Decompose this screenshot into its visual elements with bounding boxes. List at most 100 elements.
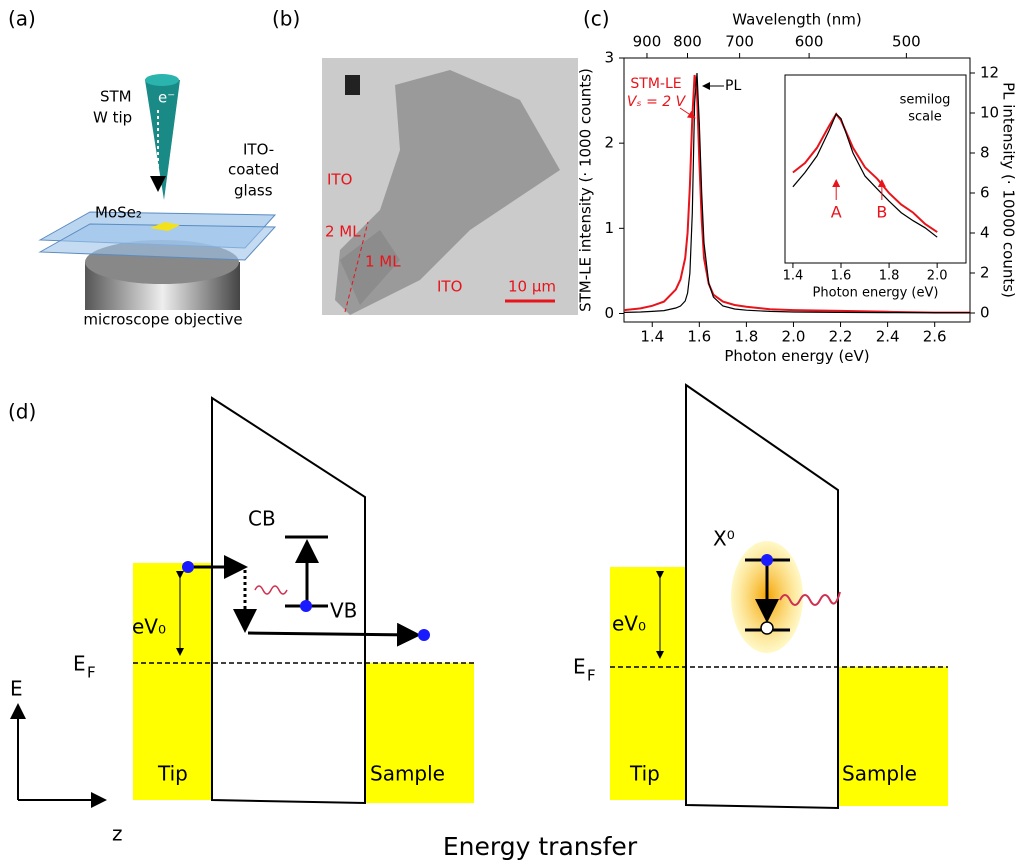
x-tick-label: 1.8 xyxy=(879,269,900,284)
boundary xyxy=(344,221,369,313)
series-label: STM-LE xyxy=(630,76,681,92)
y2-tick-label: 0 xyxy=(980,304,990,322)
bias-label: eV₀ xyxy=(612,612,646,636)
debris xyxy=(345,75,360,95)
panel-b: (b) ITO 2 ML 1 ML ITO 10 µm xyxy=(272,7,578,315)
x-tick-label: 2.4 xyxy=(876,328,900,346)
series-line xyxy=(623,72,970,314)
series-line xyxy=(792,112,938,233)
sample-label: Sample xyxy=(842,762,917,786)
tip xyxy=(133,563,212,800)
y-tick-label: 3 xyxy=(604,49,614,67)
barrier xyxy=(211,396,366,805)
y2-tick-label: 8 xyxy=(980,144,990,162)
series-line xyxy=(623,74,970,314)
sample xyxy=(365,663,474,803)
flake xyxy=(340,230,400,305)
exciton-label: X⁰ xyxy=(713,527,735,551)
x-axis-label: Photon energy (eV) xyxy=(813,285,939,300)
note: semilog xyxy=(900,93,951,108)
panel-d: (d) CB VB eV₀ E F Tip Sample E z X⁰ eV₀ … xyxy=(8,383,948,861)
hole xyxy=(760,621,774,635)
photon xyxy=(779,591,841,606)
x-tick-label: 1.4 xyxy=(783,269,804,284)
caption: Energy transfer xyxy=(443,832,638,861)
annotation: ITO xyxy=(327,171,352,189)
sample xyxy=(838,667,948,806)
x-tick-label: 1.6 xyxy=(831,269,852,284)
series-line xyxy=(792,112,938,238)
x2-tick-label: 700 xyxy=(725,33,754,51)
x-tick-label: 2.2 xyxy=(829,328,853,346)
y2-tick-label: 4 xyxy=(980,224,990,242)
panel-label: (b) xyxy=(272,7,300,31)
panel-label: (d) xyxy=(8,400,36,424)
annotation: B xyxy=(876,203,887,222)
glass xyxy=(38,223,277,261)
x-tick-label: 1.6 xyxy=(687,328,711,346)
y-tick-label: 1 xyxy=(604,219,614,237)
scale-label: 10 µm xyxy=(508,278,556,296)
x2-tick-label: 600 xyxy=(795,33,824,51)
flake xyxy=(150,222,180,231)
y2-tick-label: 12 xyxy=(980,64,999,82)
y2-tick-label: 2 xyxy=(980,264,990,282)
y2-axis-label: PL intensity (· 10000 counts) xyxy=(1000,82,1018,298)
electron xyxy=(761,554,773,566)
panel-a: (a) e⁻ STM W tip ITO- coated glass MoSe₂… xyxy=(8,7,279,329)
y-tick-label: 2 xyxy=(604,134,614,152)
fermi-label: E xyxy=(573,655,586,679)
objective-label: microscope objective xyxy=(83,311,242,329)
tip-label: Tip xyxy=(629,762,660,786)
electron xyxy=(182,561,194,573)
tip xyxy=(145,80,180,200)
glass-label: ITO- xyxy=(243,141,274,159)
tip-label: STM xyxy=(100,88,132,106)
fermi-sub: F xyxy=(87,664,96,682)
flake-label: MoSe₂ xyxy=(95,204,142,222)
series-label: PL xyxy=(725,78,741,94)
y2-tick-label: 10 xyxy=(980,104,999,122)
fermi-sub: F xyxy=(587,667,596,685)
annotation: Vₛ = 2 V xyxy=(627,94,687,110)
x-axis-label: Photon energy (eV) xyxy=(724,347,869,365)
note: scale xyxy=(908,110,942,125)
vb-label: VB xyxy=(330,599,357,623)
cb-label: CB xyxy=(248,507,276,531)
x2-tick-label: 800 xyxy=(673,33,702,51)
electron-label: e⁻ xyxy=(158,89,175,107)
x-tick-label: 1.4 xyxy=(640,328,664,346)
photon xyxy=(254,585,288,595)
x-tick-label: 2.6 xyxy=(923,328,947,346)
tip xyxy=(610,567,686,800)
annotation: ITO xyxy=(437,278,462,296)
pointer xyxy=(679,107,696,119)
x-tick-label: 2.0 xyxy=(782,328,806,346)
electron xyxy=(300,600,312,612)
axis-label: E xyxy=(10,677,23,701)
x2-axis-label: Wavelength (nm) xyxy=(732,11,862,29)
annotation: A xyxy=(831,203,842,222)
axis-label: z xyxy=(112,822,123,846)
tip-label: W tip xyxy=(93,109,132,127)
glass-label: glass xyxy=(234,182,273,200)
barrier xyxy=(685,383,839,810)
x2-tick-label: 500 xyxy=(892,33,921,51)
annotation: 1 ML xyxy=(365,253,401,271)
x2-tick-label: 900 xyxy=(633,33,662,51)
fermi-label: E xyxy=(73,652,86,676)
bias-label: eV₀ xyxy=(132,615,166,639)
panel-label: (c) xyxy=(583,7,610,31)
y-axis-label: STM-LE intensity (· 1000 counts) xyxy=(577,68,595,312)
tip-label: Tip xyxy=(157,762,188,786)
y-tick-label: 0 xyxy=(604,304,614,322)
sample-label: Sample xyxy=(370,762,445,786)
tunnel xyxy=(247,622,421,647)
glass-label: coated xyxy=(228,161,279,179)
panel-label: (a) xyxy=(8,7,36,31)
x-tick-label: 2.0 xyxy=(927,269,948,284)
y2-tick-label: 6 xyxy=(980,184,990,202)
electron xyxy=(418,629,430,641)
tip-top xyxy=(145,74,179,86)
